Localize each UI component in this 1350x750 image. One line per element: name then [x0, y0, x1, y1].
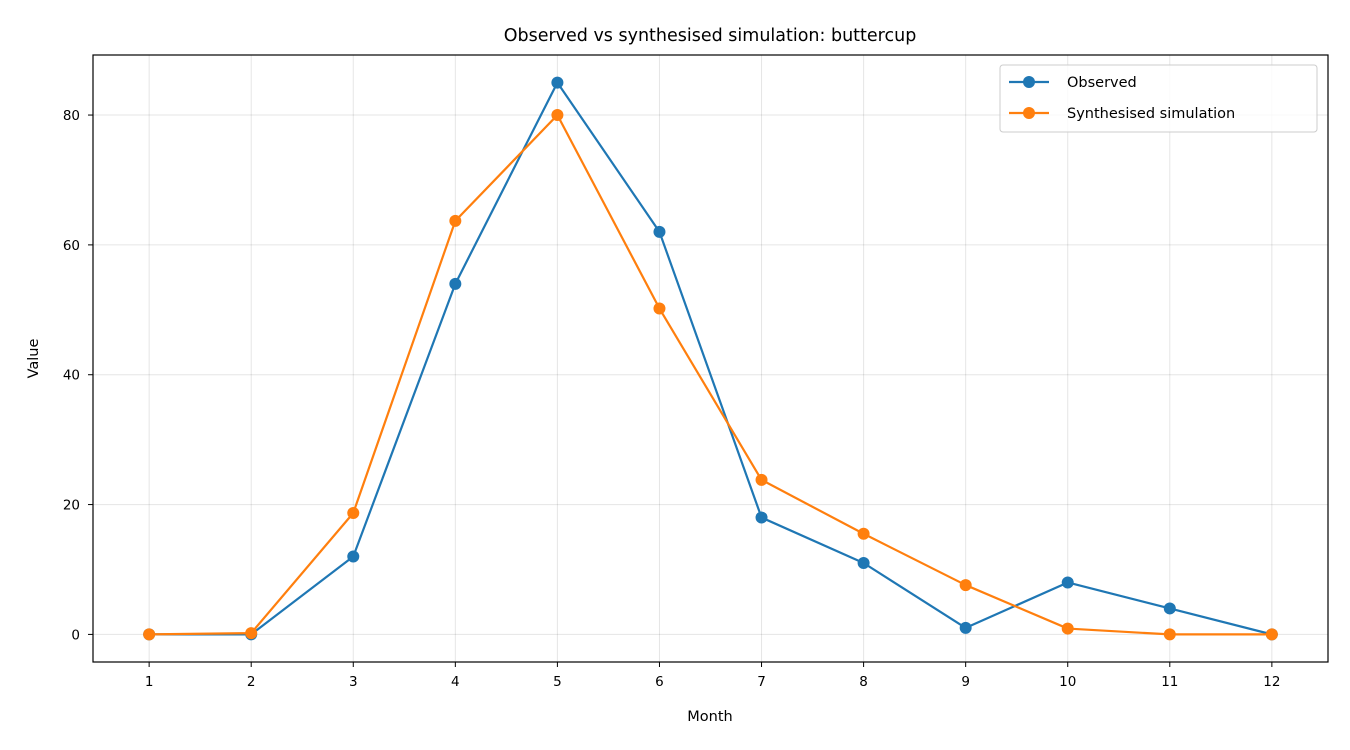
series-layer	[143, 76, 1278, 641]
x-tick-label: 11	[1161, 674, 1178, 690]
data-point	[551, 109, 564, 122]
y-tick-label: 40	[63, 368, 80, 384]
data-point	[857, 556, 870, 569]
data-point	[959, 579, 972, 592]
data-point	[1061, 622, 1074, 635]
plot-frame	[92, 54, 1329, 663]
x-tick-label: 1	[145, 674, 154, 690]
data-point	[959, 621, 972, 634]
x-tick-label: 9	[961, 674, 970, 690]
x-tick-label: 4	[451, 674, 460, 690]
data-point	[755, 511, 768, 524]
legend-marker	[1023, 107, 1035, 119]
data-point	[347, 550, 360, 563]
y-tick-label: 80	[63, 108, 80, 124]
x-tick-label: 7	[757, 674, 766, 690]
legend: Observed Synthesised simulation	[999, 64, 1318, 133]
legend-item: Observed	[1009, 75, 1137, 91]
x-tick-label: 12	[1263, 674, 1280, 690]
x-tick-label: 3	[349, 674, 358, 690]
data-point	[1163, 628, 1176, 641]
data-point	[143, 628, 156, 641]
legend-label: Synthesised simulation	[1067, 106, 1235, 122]
data-point	[347, 507, 360, 520]
y-tick-label: 0	[71, 627, 80, 643]
x-tick-label: 10	[1059, 674, 1076, 690]
data-point	[1061, 576, 1074, 589]
y-axis-label: Value	[26, 339, 42, 379]
data-point	[653, 225, 666, 238]
chart-title: Observed vs synthesised simulation: butt…	[504, 26, 917, 46]
y-tick-label: 20	[63, 498, 80, 514]
data-point	[1163, 602, 1176, 615]
series-synthesised-simulation	[143, 109, 1278, 641]
x-tick-label: 5	[553, 674, 562, 690]
y-tick-label: 60	[63, 238, 80, 254]
x-axis-label: Month	[687, 709, 732, 725]
data-point	[551, 76, 564, 89]
data-point	[449, 214, 462, 227]
series-line	[149, 113, 1272, 636]
x-tick-label: 6	[655, 674, 664, 690]
legend-label: Observed	[1067, 75, 1137, 91]
data-point	[245, 627, 258, 640]
x-tick-label: 2	[247, 674, 256, 690]
data-point	[449, 277, 462, 290]
data-point	[755, 473, 768, 486]
x-tick-label: 8	[859, 674, 868, 690]
legend-item: Synthesised simulation	[1009, 106, 1235, 122]
data-point	[653, 302, 666, 315]
legend-box	[999, 64, 1318, 133]
data-point	[1265, 628, 1278, 641]
data-point	[857, 527, 870, 540]
legend-marker	[1023, 76, 1035, 88]
series-line	[149, 81, 1273, 636]
